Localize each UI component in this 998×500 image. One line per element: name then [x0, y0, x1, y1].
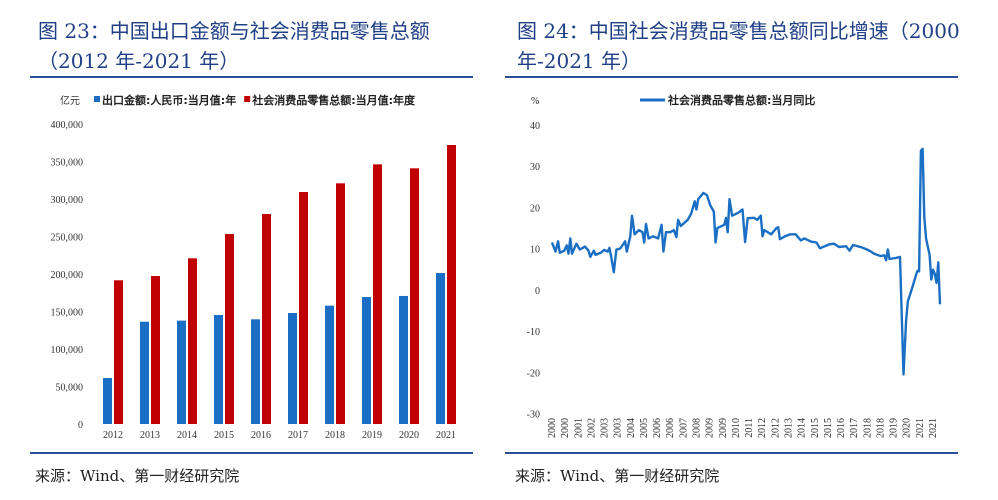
- bar-export: [214, 315, 223, 424]
- x-tick-label: 2009: [705, 418, 716, 438]
- x-tick-label: 2003: [613, 418, 624, 438]
- bar-retail: [188, 258, 197, 424]
- bar-export: [140, 321, 149, 424]
- x-tick-label: 2018: [862, 418, 873, 438]
- x-tick-label: 2003: [600, 418, 611, 438]
- x-tick-label: 2021: [915, 418, 926, 438]
- x-tick-label: 2013: [783, 418, 794, 438]
- x-tick-label: 2006: [665, 418, 676, 438]
- x-tick-label: 2017: [849, 418, 860, 438]
- bar-export: [177, 320, 186, 424]
- x-tick-label: 2006: [652, 418, 663, 438]
- bar-retail: [373, 164, 382, 424]
- bar-retail: [262, 214, 271, 424]
- x-tick-label: 2002: [586, 418, 597, 438]
- bar-export: [103, 378, 112, 424]
- left-title-line1: 图 23：中国出口金额与社会消费品零售总额: [38, 19, 430, 43]
- bar-export: [362, 297, 371, 424]
- y-tick-label: 100,000: [51, 345, 84, 356]
- legend-swatch: [244, 96, 251, 102]
- y-tick-label: 20: [530, 203, 540, 214]
- right-bottom-divider: [505, 452, 958, 454]
- y-tick-label: 200,000: [51, 270, 84, 281]
- bar-retail: [299, 192, 308, 424]
- x-tick-label: 2021: [436, 430, 456, 441]
- x-tick-label: 2012: [770, 418, 781, 438]
- x-tick-label: 2013: [140, 430, 160, 441]
- left-title: 图 23：中国出口金额与社会消费品零售总额 （2012 年-2021 年）: [38, 16, 430, 76]
- bar-export: [399, 295, 408, 424]
- right-title-line2: 年-2021 年）: [517, 49, 642, 73]
- x-tick-label: 2018: [875, 418, 886, 438]
- y-tick-label: -10: [527, 327, 540, 338]
- x-tick-label: 2005: [639, 418, 650, 438]
- x-tick-label: 2018: [325, 430, 345, 441]
- x-tick-label: 2007: [678, 418, 689, 438]
- left-bottom-divider: [30, 452, 473, 454]
- series-line-retail-yoy: [550, 147, 942, 376]
- y-tick-label: 0: [78, 420, 83, 431]
- x-tick-label: 2017: [288, 430, 308, 441]
- x-tick-label: 2009: [718, 418, 729, 438]
- bar-export: [436, 273, 445, 424]
- y-tick-label: 0: [535, 286, 540, 297]
- bar-retail: [336, 183, 345, 424]
- x-tick-label: 2015: [823, 418, 834, 438]
- x-tick-label: 2021: [928, 418, 939, 438]
- x-tick-label: 2016: [836, 418, 847, 438]
- x-tick-label: 2016: [251, 430, 271, 441]
- x-tick-label: 2014: [797, 418, 808, 438]
- x-tick-label: 2019: [362, 430, 382, 441]
- legend-swatch: [94, 96, 100, 102]
- bar-retail: [410, 168, 419, 424]
- right-source: 来源：Wind、第一财经研究院: [515, 467, 720, 485]
- x-tick-label: 2001: [573, 418, 584, 438]
- x-tick-label: 2020: [399, 430, 419, 441]
- y-tick-label: 400,000: [51, 120, 84, 131]
- x-tick-label: 2014: [177, 430, 197, 441]
- right-title-line1: 图 24：中国社会消费品零售总额同比增速（2000: [517, 19, 960, 43]
- y-tick-label: 30: [530, 162, 540, 173]
- y-tick-label: 10: [530, 245, 540, 256]
- x-tick-label: 2000: [560, 418, 571, 438]
- y-tick-label: 40: [530, 121, 540, 132]
- bar-retail: [114, 280, 123, 424]
- right-top-divider: [505, 76, 958, 78]
- x-tick-label: 2008: [692, 418, 703, 438]
- bar-export: [325, 305, 334, 424]
- x-tick-label: 2012: [757, 418, 768, 438]
- y-tick-label: 50,000: [56, 383, 84, 394]
- legend-label: 社会消费品零售总额:当月值:年度: [251, 93, 416, 107]
- bar-export: [288, 313, 297, 424]
- x-tick-label: 2019: [889, 418, 900, 438]
- y-unit-label: 亿元: [60, 94, 80, 107]
- x-tick-label: 2011: [744, 418, 755, 438]
- left-top-divider: [30, 76, 473, 78]
- legend-label: 社会消费品零售总额:当月同比: [667, 93, 815, 107]
- y-tick-label: -30: [527, 410, 540, 421]
- left-source: 来源：Wind、第一财经研究院: [35, 467, 240, 485]
- y-tick-label: 150,000: [51, 308, 84, 319]
- right-title: 图 24：中国社会消费品零售总额同比增速（2000 年-2021 年）: [517, 16, 960, 76]
- x-tick-label: 2004: [626, 418, 637, 438]
- x-tick-label: 2015: [810, 418, 821, 438]
- bar-retail: [447, 145, 456, 424]
- left-title-line2: （2012 年-2021 年）: [38, 49, 240, 73]
- bar-retail: [151, 276, 160, 424]
- x-tick-label: 2015: [214, 430, 234, 441]
- y-tick-label: 300,000: [51, 195, 84, 206]
- bar-export: [251, 319, 260, 424]
- y-unit-label: %: [531, 96, 539, 107]
- bar-retail: [225, 234, 234, 424]
- x-tick-label: 2010: [731, 418, 742, 438]
- y-tick-label: -20: [527, 368, 540, 379]
- x-tick-label: 2012: [103, 430, 123, 441]
- y-tick-label: 250,000: [51, 233, 84, 244]
- legend-label: 出口金额:人民币:当月值:年: [102, 93, 236, 107]
- x-tick-label: 2000: [547, 418, 558, 438]
- x-tick-label: 2020: [902, 418, 913, 438]
- y-tick-label: 350,000: [51, 158, 84, 169]
